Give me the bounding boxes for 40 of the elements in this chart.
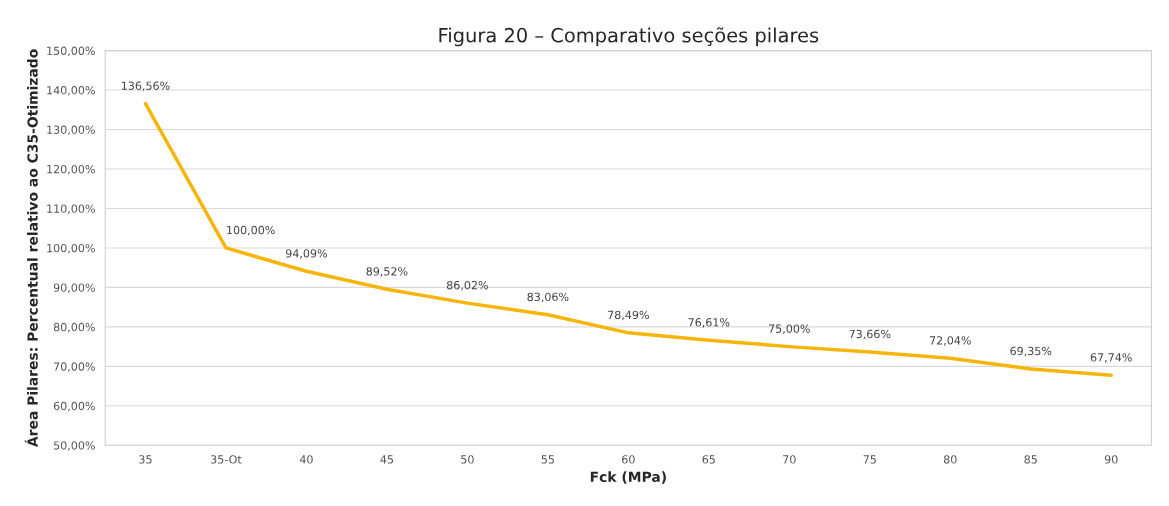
x-tick-label: 60 [622,455,635,464]
y-tick-label: 50,00% [53,441,95,451]
x-axis-title: Fck (MPa) [590,471,666,484]
chart-title: Figura 20 – Comparativo seções pilares [439,27,819,47]
x-tick-label: 85 [1024,455,1037,464]
x-tick-label: 70 [783,455,796,464]
data-label: 78,49% [608,310,649,321]
y-axis-title: Área Pilares: Percentual relativo ao C35-Otimizado [24,49,38,448]
data-label: 86,02% [446,280,488,291]
x-tick-label: 35-Ot [211,455,242,464]
y-tick-label: 120,00% [47,164,95,175]
data-label: 94,09% [285,249,327,259]
data-label: 75,00% [769,324,810,335]
y-tick-label: 130,00% [47,125,95,136]
x-tick-label: 75 [863,455,876,464]
data-label: 100,00% [227,225,275,236]
y-tick-label: 60,00% [53,401,95,412]
y-tick-label: 70,00% [54,362,95,372]
data-label: 67,74% [1090,353,1132,363]
x-tick-label: 55 [541,455,554,464]
data-label: 76,61% [688,318,730,328]
data-label: 83,06% [527,292,569,303]
x-tick-label: 65 [702,455,715,464]
y-tick-label: 90,00% [53,283,95,293]
y-tick-label: 110,00% [47,204,95,214]
y-tick-label: 80,00% [53,322,95,333]
data-label: 69,35% [1010,346,1052,357]
y-tick-label: 100,00% [47,243,95,254]
x-tick-label: 35 [139,455,152,464]
y-tick-label: 150,00% [47,46,95,57]
y-tick-label: 140,00% [47,86,95,96]
data-label: 73,66% [849,329,891,340]
data-label: 72,04% [929,336,971,346]
data-label: 89,52% [366,267,408,277]
x-tick-label: 50 [461,455,474,464]
x-tick-label: 90 [1104,455,1118,464]
x-tick-label: 80 [943,455,957,464]
data-label: 136,56% [121,81,170,92]
x-tick-label: 45 [380,455,393,464]
x-tick-label: 40 [299,455,313,464]
